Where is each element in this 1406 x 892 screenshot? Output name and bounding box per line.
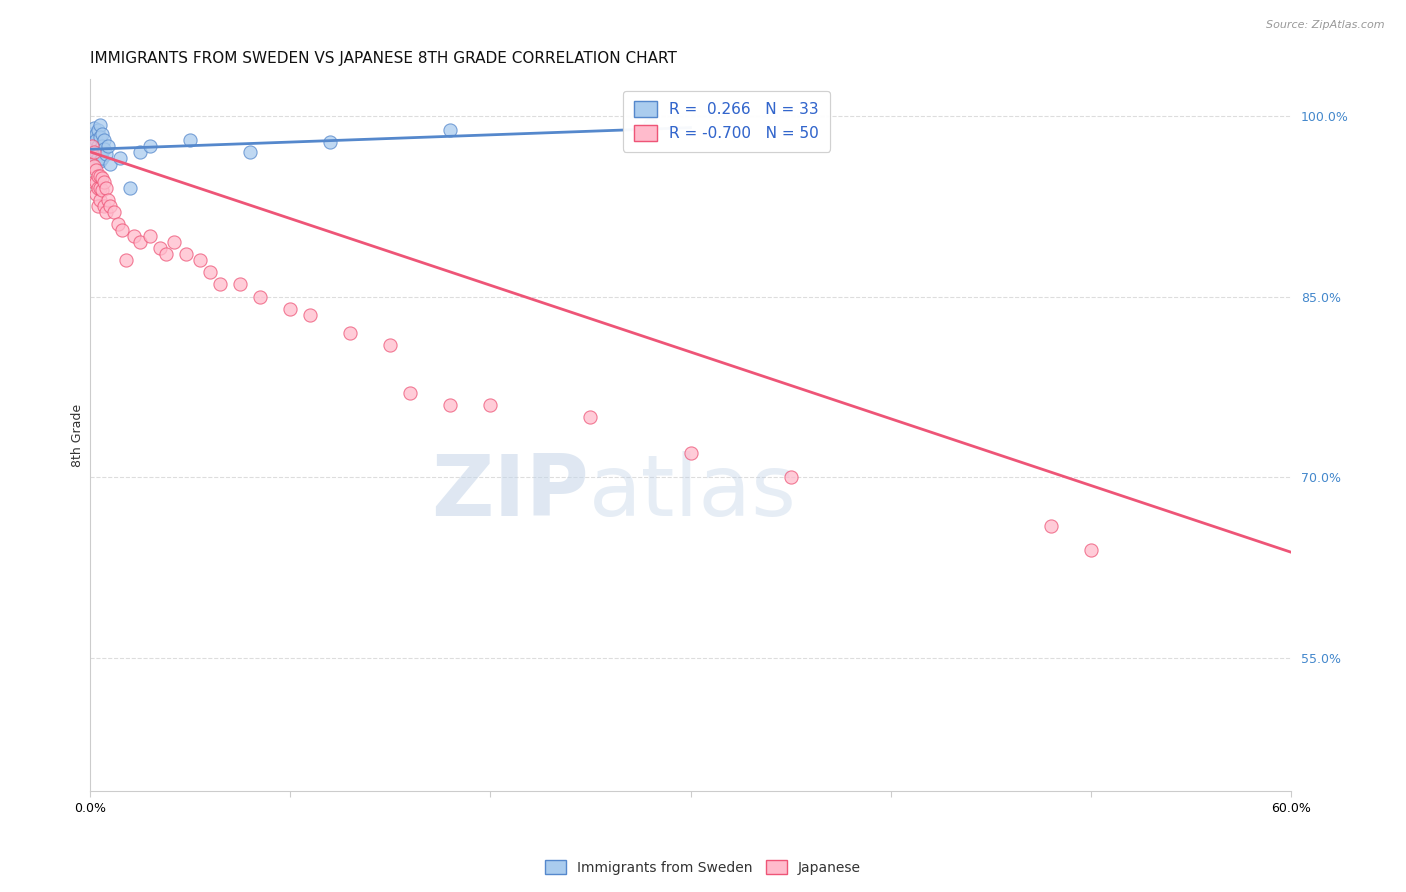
Point (163, 235, 186, 250)
Point (80, 138, 103, 153)
Point (87, 138, 110, 153)
Point (319, 135, 342, 149)
Point (87, 169, 110, 183)
Point (89, 193, 111, 207)
Point (111, 223, 134, 237)
Point (378, 338, 401, 352)
Point (83, 120, 105, 135)
Point (94, 147, 117, 161)
Point (90, 127, 112, 141)
Point (89, 169, 111, 183)
Point (640, 118, 662, 132)
Point (87, 151, 110, 165)
Point (90, 151, 112, 165)
Point (399, 386, 422, 401)
Point (87, 123, 110, 137)
Point (779, 470, 801, 484)
Point (299, 308, 322, 322)
Point (94, 205, 117, 219)
Point (239, 145, 262, 159)
Text: ZIP: ZIP (430, 450, 588, 533)
Point (84, 145, 107, 159)
Point (83, 135, 105, 149)
Point (89, 154, 111, 169)
Point (229, 277, 252, 292)
Point (174, 247, 197, 261)
Point (339, 326, 361, 340)
Legend: R =  0.266   N = 33, R = -0.700   N = 50: R = 0.266 N = 33, R = -0.700 N = 50 (623, 91, 830, 152)
Point (97, 138, 120, 153)
Point (249, 289, 271, 303)
Point (149, 241, 172, 255)
Point (87, 181, 110, 195)
Point (115, 253, 138, 268)
Point (103, 205, 125, 219)
Point (89, 181, 111, 195)
Point (84, 127, 107, 141)
Point (107, 217, 129, 231)
Point (93, 133, 115, 147)
Point (80, 157, 103, 171)
Point (84, 162, 107, 177)
Point (679, 446, 702, 460)
Point (155, 247, 177, 261)
Point (84, 186, 107, 201)
Point (90, 138, 112, 153)
Point (439, 123, 461, 137)
Point (87, 199, 110, 213)
Point (94, 181, 117, 195)
Point (128, 145, 150, 159)
Y-axis label: 8th Grade: 8th Grade (72, 404, 84, 467)
Point (118, 181, 141, 195)
Point (80, 127, 103, 141)
Point (179, 133, 201, 147)
Point (83, 175, 105, 189)
Point (83, 147, 105, 161)
Point (278, 301, 301, 316)
Point (89, 142, 111, 156)
Point (84, 133, 107, 147)
Point (98, 157, 121, 171)
Point (84, 157, 107, 171)
Point (139, 229, 162, 244)
Text: IMMIGRANTS FROM SWEDEN VS JAPANESE 8TH GRADE CORRELATION CHART: IMMIGRANTS FROM SWEDEN VS JAPANESE 8TH G… (90, 51, 676, 66)
Point (90, 171, 112, 186)
Point (108, 151, 131, 165)
Point (89, 118, 111, 132)
Point (188, 253, 211, 268)
Point (89, 130, 111, 145)
Point (93, 175, 115, 189)
Point (128, 235, 150, 250)
Point (1039, 518, 1062, 533)
Text: Source: ZipAtlas.com: Source: ZipAtlas.com (1267, 20, 1385, 29)
Point (479, 398, 502, 412)
Text: atlas: atlas (588, 450, 796, 533)
Point (93, 199, 115, 213)
Point (1080, 542, 1102, 557)
Point (90, 183, 112, 197)
Point (97, 193, 120, 207)
Point (80, 138, 103, 153)
Legend: Immigrants from Sweden, Japanese: Immigrants from Sweden, Japanese (540, 855, 866, 880)
Point (579, 410, 602, 425)
Point (84, 175, 107, 189)
Point (198, 265, 221, 279)
Point (98, 199, 121, 213)
Point (208, 277, 231, 292)
Point (93, 142, 115, 156)
Point (83, 145, 105, 159)
Point (139, 138, 162, 153)
Point (439, 398, 461, 412)
Point (83, 159, 105, 173)
Point (122, 229, 145, 244)
